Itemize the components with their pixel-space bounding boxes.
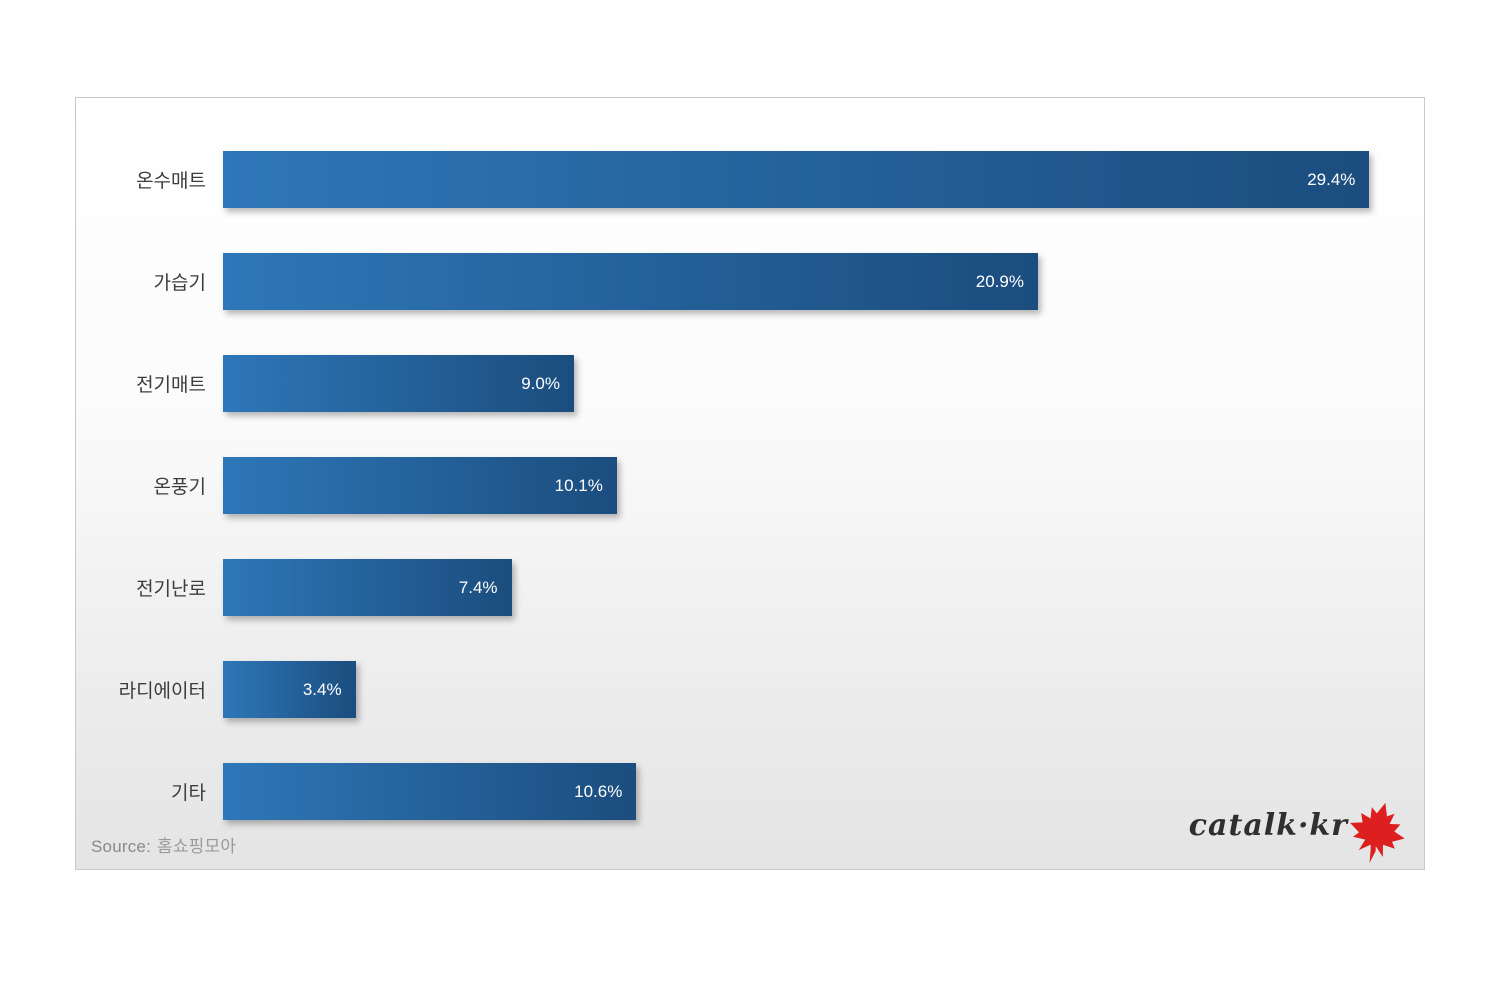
value-label: 10.1% [554,475,603,495]
category-label: 온수매트 [136,171,206,192]
category-label: 전기난로 [136,579,206,600]
bar: 10.6% [223,763,637,820]
bar-track: 9.0% [223,355,1424,412]
category-label: 가습기 [153,273,206,294]
value-label: 29.4% [1307,169,1356,189]
chart-row: 기타 10.6% [76,763,1424,820]
bar-chart: 온수매트 29.4% 가습기 20.9% 전기매트 9.0% 온풍기 10.1% 전기난로 7.4… [76,151,1424,865]
bar-track: 10.6% [223,763,1424,820]
bar-track: 29.4% [223,151,1424,208]
value-label: 3.4% [302,679,342,699]
category-label: 기타 [171,783,206,804]
category-label: 라디에이터 [118,681,206,702]
bar: 9.0% [223,355,574,412]
bar: 3.4% [223,661,356,718]
chart-row: 가습기 20.9% [76,253,1424,310]
category-label: 전기매트 [136,375,206,396]
maple-leaf-icon [1336,789,1419,874]
value-label: 20.9% [975,271,1024,291]
watermark-text: catalk·kr [1188,807,1348,843]
source-label: Source: [91,837,151,856]
category-label: 온풍기 [153,477,206,498]
chart-row: 온풍기 10.1% [76,457,1424,514]
chart-panel: 온수매트 29.4% 가습기 20.9% 전기매트 9.0% 온풍기 10.1% 전기난로 7.4… [75,97,1425,870]
value-label: 7.4% [458,577,498,597]
chart-row: 온수매트 29.4% [76,151,1424,208]
bar-track: 7.4% [223,559,1424,616]
bar-track: 20.9% [223,253,1424,310]
value-label: 9.0% [521,373,560,393]
chart-row: 전기난로 7.4% [76,559,1424,616]
bar-track: 10.1% [223,457,1424,514]
bar-track: 3.4% [223,661,1424,718]
bar: 7.4% [223,559,512,616]
chart-row: 라디에이터 3.4% [76,661,1424,718]
source-note: Source: 홈쇼핑모아 [91,832,236,857]
bar: 29.4% [223,151,1370,208]
bar: 20.9% [223,253,1038,310]
watermark: catalk·kr [1189,797,1410,867]
chart-row: 전기매트 9.0% [76,355,1424,412]
source-value: 홈쇼핑모아 [157,837,237,856]
value-label: 10.6% [574,781,623,801]
bar: 10.1% [223,457,617,514]
